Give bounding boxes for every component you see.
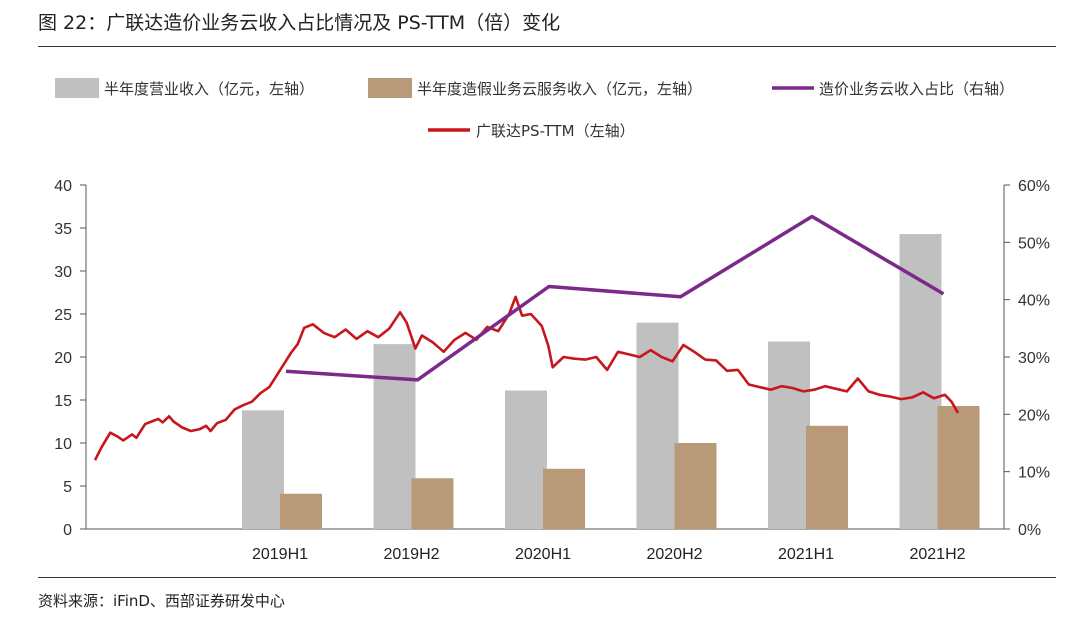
x-tick-label: 2021H1 (778, 546, 834, 563)
x-tick-label: 2021H2 (909, 546, 965, 563)
lines-layer (93, 214, 960, 461)
x-tick-label: 2020H2 (646, 546, 702, 563)
line-cloud-share (285, 214, 945, 382)
line-ps-ttm (93, 295, 960, 461)
legend: 半年度营业收入（亿元，左轴） 半年度造假业务云服务收入（亿元，左轴） 造价业务云… (55, 78, 1014, 140)
left-tick-label: 40 (54, 178, 72, 195)
bar-cloud-revenue-2019H1 (280, 493, 322, 529)
bar-cloud-revenue-2020H2 (674, 443, 717, 529)
bar-cloud-revenue-2019H2 (411, 478, 454, 529)
bar-revenue-2020H1 (505, 390, 547, 529)
legend-item-ps-ttm: 广联达PS-TTM（左轴） (428, 122, 635, 140)
left-tick-label: 0 (63, 522, 72, 539)
bar-revenue-2019H1 (242, 410, 284, 529)
right-tick-label: 50% (1018, 235, 1050, 252)
legend-swatch-cloud-revenue (368, 78, 412, 98)
bar-revenue-2019H2 (373, 344, 416, 529)
chart: 半年度营业收入（亿元，左轴） 半年度造假业务云服务收入（亿元，左轴） 造价业务云… (54, 78, 1050, 563)
left-tick-label: 5 (63, 479, 72, 496)
bar-cloud-revenue-2021H2 (937, 406, 980, 529)
legend-item-cloud-share: 造价业务云收入占比（右轴） (772, 80, 1014, 98)
left-tick-label: 15 (54, 393, 72, 410)
source-note: 资料来源：iFinD、西部证券研发中心 (38, 592, 285, 610)
x-tick-label: 2019H2 (383, 546, 439, 563)
right-tick-label: 0% (1018, 522, 1041, 539)
x-tick-label: 2020H1 (515, 546, 571, 563)
right-tick-label: 60% (1018, 178, 1050, 195)
legend-swatch-revenue (55, 78, 99, 98)
left-tick-label: 20 (54, 350, 72, 367)
right-axis-ticks: 0% 10% 20% 30% 40% 50% 60% (1004, 178, 1050, 539)
x-axis-ticks: 2019H1 2019H2 2020H1 2020H2 2021H1 2021H2 (252, 546, 966, 563)
legend-label-revenue: 半年度营业收入（亿元，左轴） (104, 80, 314, 98)
legend-label-cloud-revenue: 半年度造假业务云服务收入（亿元，左轴） (417, 80, 702, 98)
left-axis-ticks: 0 5 10 15 20 25 30 35 40 (54, 178, 86, 539)
left-tick-label: 25 (54, 307, 72, 324)
bottom-divider (38, 577, 1056, 578)
left-tick-label: 10 (54, 436, 72, 453)
right-tick-label: 30% (1018, 350, 1050, 367)
x-tick-label: 2019H1 (252, 546, 308, 563)
legend-label-cloud-share: 造价业务云收入占比（右轴） (819, 80, 1014, 98)
legend-item-revenue: 半年度营业收入（亿元，左轴） (55, 78, 314, 98)
left-tick-label: 35 (54, 221, 72, 238)
bar-cloud-revenue-2021H1 (806, 425, 848, 529)
bar-revenue-2020H2 (636, 322, 679, 529)
figure-title: 图 22：广联达造价业务云收入占比情况及 PS-TTM（倍）变化 (38, 12, 561, 34)
right-tick-label: 40% (1018, 293, 1050, 310)
right-tick-label: 10% (1018, 465, 1050, 482)
bar-revenue-2021H1 (768, 341, 810, 529)
top-divider (38, 46, 1056, 47)
right-tick-label: 20% (1018, 407, 1050, 424)
bar-revenue-2021H2 (899, 234, 942, 529)
left-tick-label: 30 (54, 264, 72, 281)
legend-label-ps-ttm: 广联达PS-TTM（左轴） (476, 122, 635, 140)
legend-item-cloud-revenue: 半年度造假业务云服务收入（亿元，左轴） (368, 78, 702, 98)
bar-cloud-revenue-2020H1 (543, 468, 585, 529)
bars-layer (242, 234, 980, 529)
